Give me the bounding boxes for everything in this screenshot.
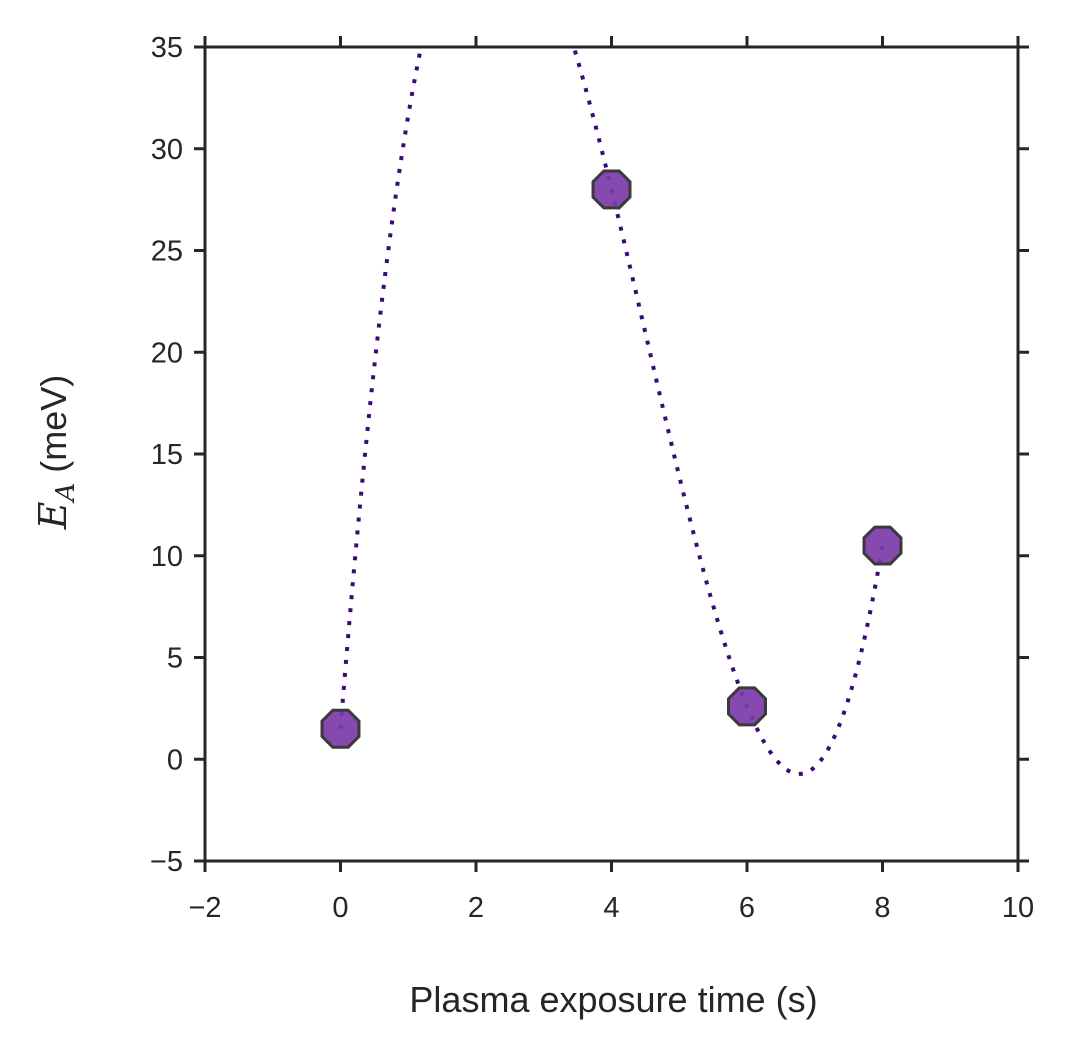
y-axis-label: EA (meV) <box>31 375 81 531</box>
y-tick-label-0: −5 <box>150 846 183 878</box>
x-tick-label-2: 2 <box>468 892 484 924</box>
x-tick-label-1: 0 <box>332 892 348 924</box>
y-tick-label-6: 25 <box>151 236 183 268</box>
data-point-3 <box>862 525 903 566</box>
ticks-layer <box>194 36 1029 872</box>
data-point-0 <box>320 708 361 749</box>
x-tick-label-0: −2 <box>188 892 221 924</box>
data-point-1 <box>591 169 632 210</box>
fit-curve <box>338 47 885 776</box>
y-tick-label-3: 10 <box>151 541 183 573</box>
y-tick-label-2: 5 <box>167 643 183 675</box>
x-tick-label-6: 10 <box>1002 892 1034 924</box>
fit-curve-layer <box>338 47 885 776</box>
y-tick-label-5: 20 <box>151 337 183 369</box>
x-tick-label-5: 8 <box>874 892 890 924</box>
data-point-2 <box>727 686 767 727</box>
x-tick-label-4: 6 <box>739 892 755 924</box>
y-tick-label-8: 35 <box>151 32 183 64</box>
y-tick-label-4: 15 <box>151 439 183 471</box>
y-tick-label-7: 30 <box>151 134 183 166</box>
x-tick-label-3: 4 <box>603 892 619 924</box>
x-axis-label: Plasma exposure time (s) <box>409 979 817 1020</box>
y-tick-label-1: 0 <box>167 744 183 776</box>
data-points-layer <box>320 169 903 749</box>
labels-layer: −2 0 2 4 6 8 10 −5 0 5 10 15 20 25 30 35 Plasma exposure… <box>31 32 1034 1020</box>
